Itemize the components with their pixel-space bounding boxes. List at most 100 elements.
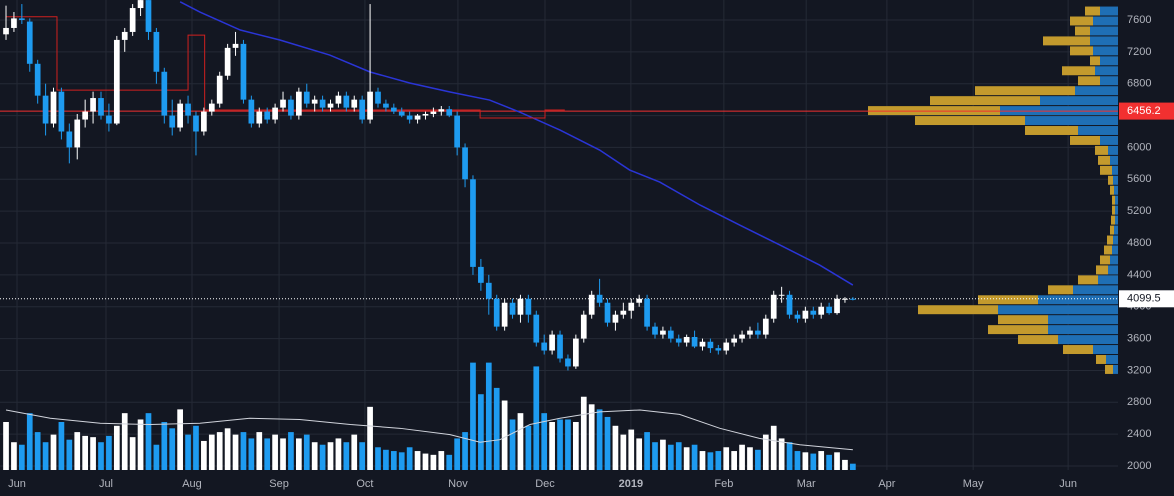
profile-bar [1100, 6, 1118, 16]
volume-bar [145, 413, 152, 470]
profile-bar [1090, 26, 1118, 36]
volume-bar [50, 434, 57, 470]
price-label-box [1119, 290, 1174, 308]
profile-bar [1048, 315, 1118, 325]
candle-body [509, 302, 516, 315]
volume-bar [414, 451, 421, 470]
profile-bar [1093, 16, 1118, 26]
candle-body [367, 91, 373, 120]
profile-bar [1095, 145, 1108, 155]
profile-bar [1048, 325, 1118, 335]
profile-bar [930, 96, 1040, 106]
volume-bar [216, 432, 223, 470]
candle-body [604, 302, 611, 323]
volume-bar [739, 444, 745, 470]
volume-bar [762, 434, 769, 470]
profile-bar [1040, 96, 1118, 106]
candle-body [303, 91, 310, 104]
profile-bar [1090, 36, 1118, 46]
volume-bar [264, 438, 271, 470]
profile-bar [1093, 345, 1118, 355]
volume-bar [525, 425, 532, 470]
profile-bar [1000, 106, 1118, 116]
profile-bar [1108, 145, 1118, 155]
profile-bar [1107, 235, 1113, 245]
candle-body [280, 99, 286, 108]
candle-body [137, 0, 144, 9]
candle-body [351, 99, 358, 108]
volume-bar [478, 394, 484, 470]
candle-body [232, 43, 239, 48]
candle-body [422, 113, 429, 116]
volume-bar [193, 425, 199, 470]
volume-bar [596, 409, 603, 470]
candle-body [34, 63, 41, 96]
volume-bar [707, 452, 714, 470]
candle-body [652, 326, 658, 335]
candle-body [50, 91, 57, 124]
profile-bar [1048, 285, 1073, 295]
candle-body [438, 109, 445, 112]
profile-bar [1113, 235, 1118, 245]
candle-body [747, 330, 753, 335]
volume-bar [422, 453, 429, 470]
x-tick-label: May [963, 478, 984, 490]
volume-bar [153, 444, 160, 470]
volume-bar [98, 442, 104, 470]
volume-bar [755, 449, 761, 470]
volume-bar [557, 419, 563, 470]
volume-bar [778, 438, 785, 470]
candle-body [201, 111, 207, 132]
x-tick-label: Aug [182, 478, 202, 490]
y-tick-label: 6000 [1127, 141, 1151, 153]
profile-bar [1073, 285, 1118, 295]
volume-bar [802, 452, 809, 470]
volume-bar [11, 442, 17, 470]
candle-body [485, 282, 492, 299]
volume-bar [137, 419, 144, 470]
volume-bar [770, 425, 777, 470]
profile-bar [1110, 155, 1118, 165]
profile-bar [1106, 355, 1118, 364]
volume-bar [280, 438, 286, 470]
candle-body [74, 119, 81, 148]
volume-bar [446, 454, 453, 470]
volume-bar [296, 438, 302, 470]
volume-bar [161, 422, 168, 470]
candle-body [565, 358, 571, 367]
profile-bar [1070, 16, 1093, 26]
candle-body [573, 338, 579, 367]
volume-bar [786, 442, 793, 470]
volume-bar [850, 463, 856, 470]
profile-bar [1075, 86, 1118, 96]
volume-bar [383, 449, 389, 470]
candle-body [18, 18, 25, 20]
candle-body [588, 294, 595, 315]
y-tick-label: 5200 [1127, 205, 1151, 217]
volume-bar [565, 419, 571, 470]
profile-bar [1110, 225, 1114, 235]
candle-body [802, 310, 809, 319]
candle-body [699, 341, 706, 347]
volume-bar [509, 419, 516, 470]
profile-bar [1078, 126, 1118, 135]
profile-bar [1078, 275, 1098, 285]
candle-body [660, 330, 666, 335]
candle-body [525, 298, 532, 315]
x-tick-label: Nov [448, 478, 468, 490]
candle-body [129, 8, 136, 32]
y-tick-label: 2400 [1127, 428, 1151, 440]
candle-body [264, 111, 271, 120]
candle-body [216, 75, 223, 104]
candle-body [414, 115, 421, 120]
volume-bar [74, 432, 81, 470]
candle-body [762, 318, 769, 335]
candle-body [121, 31, 128, 40]
profile-bar [1038, 295, 1118, 305]
volume-bar [82, 435, 89, 470]
candle-body [470, 179, 476, 267]
profile-bar [1018, 335, 1058, 345]
candle-body [208, 103, 215, 112]
